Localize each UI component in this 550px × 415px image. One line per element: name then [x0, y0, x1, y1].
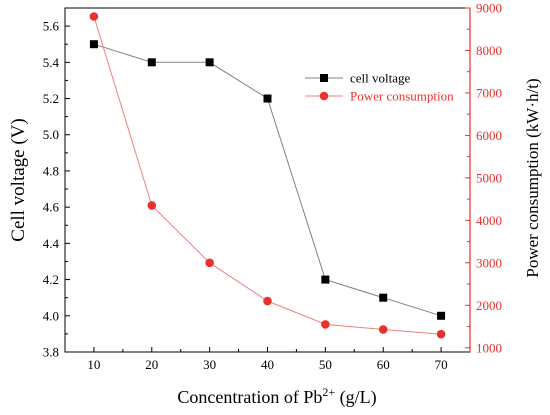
y-right-tick-label: 8000 — [476, 43, 502, 58]
y-left-tick-label: 5.0 — [43, 127, 59, 142]
x-tick-label: 60 — [377, 357, 390, 372]
y-right-tick-label: 6000 — [476, 128, 502, 143]
x-tick-label: 20 — [145, 357, 158, 372]
data-point-circle — [147, 201, 157, 210]
legend-label: Power consumption — [350, 89, 454, 104]
data-point-square — [89, 40, 98, 49]
x-axis-label-main: Concentration of Pb — [177, 387, 322, 407]
data-point-square — [321, 275, 330, 284]
x-tick-label: 10 — [87, 357, 100, 372]
y-right-tick-label: 3000 — [476, 255, 502, 270]
data-point-circle — [436, 329, 446, 339]
y-left-tick-label: 4.0 — [43, 308, 59, 323]
x-axis-label-sup: 2+ — [322, 385, 335, 399]
y-right-tick-label: 2000 — [476, 298, 502, 313]
y-axis-left-label: Cell voltage (V) — [8, 118, 29, 241]
x-tick-label: 30 — [203, 357, 216, 372]
legend-label: cell voltage — [350, 71, 411, 86]
y-left-tick-label: 4.2 — [43, 272, 59, 287]
x-axis-label: Concentration of Pb2+ (g/L) — [177, 385, 376, 408]
data-point-circle — [378, 325, 388, 334]
y-left-tick-label: 5.6 — [43, 19, 60, 34]
legend-circle-marker — [319, 91, 329, 101]
y-left-tick-label: 4.4 — [43, 236, 60, 251]
data-point-circle — [205, 258, 214, 268]
legend-square-marker — [320, 74, 328, 82]
series-line-1 — [93, 16, 442, 335]
data-point-square — [437, 311, 446, 320]
tick-labels: 3.8 4.0 4.2 4.4 4.6 4.8 5.0 5.2 5.4 5.6 1000 2000 30… — [43, 1, 502, 373]
y-left-tick-label: 3.8 — [43, 345, 59, 360]
series-markers — [89, 12, 446, 339]
y-left-tick-label: 4.6 — [43, 200, 60, 215]
y-right-tick-label: 7000 — [476, 85, 502, 100]
legend: cell voltage Power consumption — [305, 71, 454, 104]
y-right-tick-label: 4000 — [476, 213, 502, 228]
x-tick-label: 50 — [319, 357, 332, 372]
data-point-square — [147, 58, 156, 67]
data-point-square — [205, 58, 214, 67]
data-point-square — [379, 293, 388, 302]
series-lines — [93, 16, 442, 335]
data-point-circle — [321, 320, 330, 329]
y-right-tick-label: 5000 — [476, 170, 502, 185]
x-tick-label: 70 — [435, 357, 448, 372]
y-axis-right-label: Power consumption (kW·h/t) — [523, 78, 542, 277]
data-point-circle — [263, 296, 272, 306]
y-left-tick-label: 5.2 — [43, 91, 59, 106]
y-right-tick-label: 1000 — [476, 340, 502, 355]
x-axis-label-unit: (g/L) — [335, 387, 376, 408]
data-point-square — [263, 94, 272, 103]
y-right-tick-label: 9000 — [476, 1, 502, 16]
axis-ticks — [65, 7, 470, 353]
y-left-tick-label: 4.8 — [43, 163, 59, 178]
data-point-circle — [89, 12, 99, 21]
x-tick-label: 40 — [261, 357, 274, 372]
y-left-tick-label: 5.4 — [43, 55, 60, 70]
